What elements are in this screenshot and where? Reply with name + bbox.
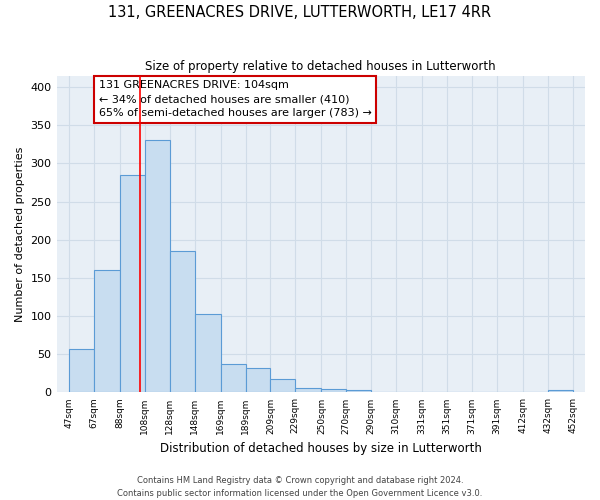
Bar [170,251,194,392]
Bar [69,349,94,393]
Y-axis label: Number of detached properties: Number of detached properties [15,146,25,322]
Bar [295,388,322,392]
Bar [322,388,346,392]
Text: 131 GREENACRES DRIVE: 104sqm
← 34% of detached houses are smaller (410)
65% of s: 131 GREENACRES DRIVE: 104sqm ← 34% of de… [99,80,371,118]
Bar [221,364,245,392]
Text: Contains HM Land Registry data © Crown copyright and database right 2024.
Contai: Contains HM Land Registry data © Crown c… [118,476,482,498]
Bar [346,390,371,392]
Bar [145,140,170,392]
X-axis label: Distribution of detached houses by size in Lutterworth: Distribution of detached houses by size … [160,442,482,455]
Bar [245,368,271,392]
Title: Size of property relative to detached houses in Lutterworth: Size of property relative to detached ho… [145,60,496,73]
Text: 131, GREENACRES DRIVE, LUTTERWORTH, LE17 4RR: 131, GREENACRES DRIVE, LUTTERWORTH, LE17… [109,5,491,20]
Bar [271,378,295,392]
Bar [94,270,120,392]
Bar [548,390,572,392]
Bar [194,314,221,392]
Bar [120,175,145,392]
